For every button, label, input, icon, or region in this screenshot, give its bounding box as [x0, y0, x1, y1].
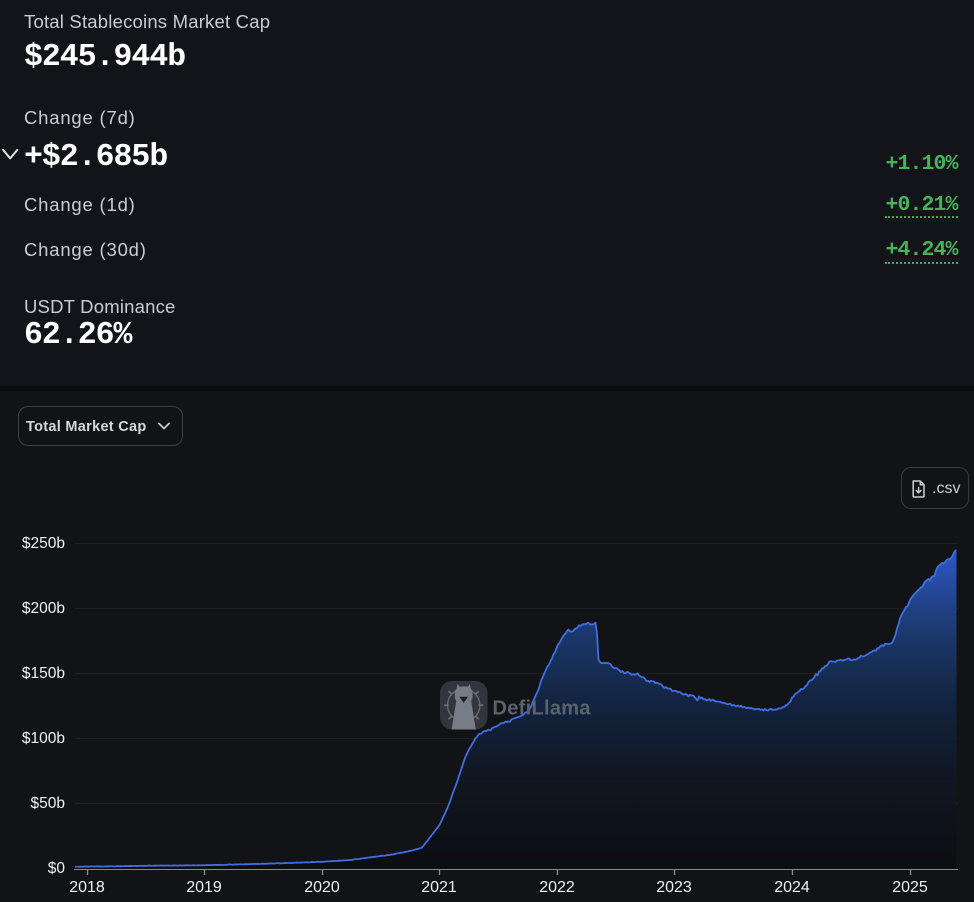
svg-text:2024: 2024 — [774, 879, 810, 896]
svg-text:$50b: $50b — [31, 795, 65, 812]
svg-text:2018: 2018 — [69, 879, 105, 896]
svg-text:$250b: $250b — [22, 535, 65, 552]
svg-text:DefiLlama: DefiLlama — [493, 698, 592, 720]
svg-text:2022: 2022 — [539, 879, 575, 896]
svg-text:$200b: $200b — [22, 600, 65, 617]
svg-text:2025: 2025 — [892, 879, 928, 896]
svg-text:$100b: $100b — [22, 730, 65, 747]
svg-text:2023: 2023 — [656, 879, 692, 896]
svg-text:2020: 2020 — [304, 879, 340, 896]
svg-text:$150b: $150b — [22, 665, 65, 682]
svg-text:$0: $0 — [48, 860, 66, 877]
svg-text:2019: 2019 — [186, 879, 222, 896]
svg-text:2021: 2021 — [421, 879, 457, 896]
